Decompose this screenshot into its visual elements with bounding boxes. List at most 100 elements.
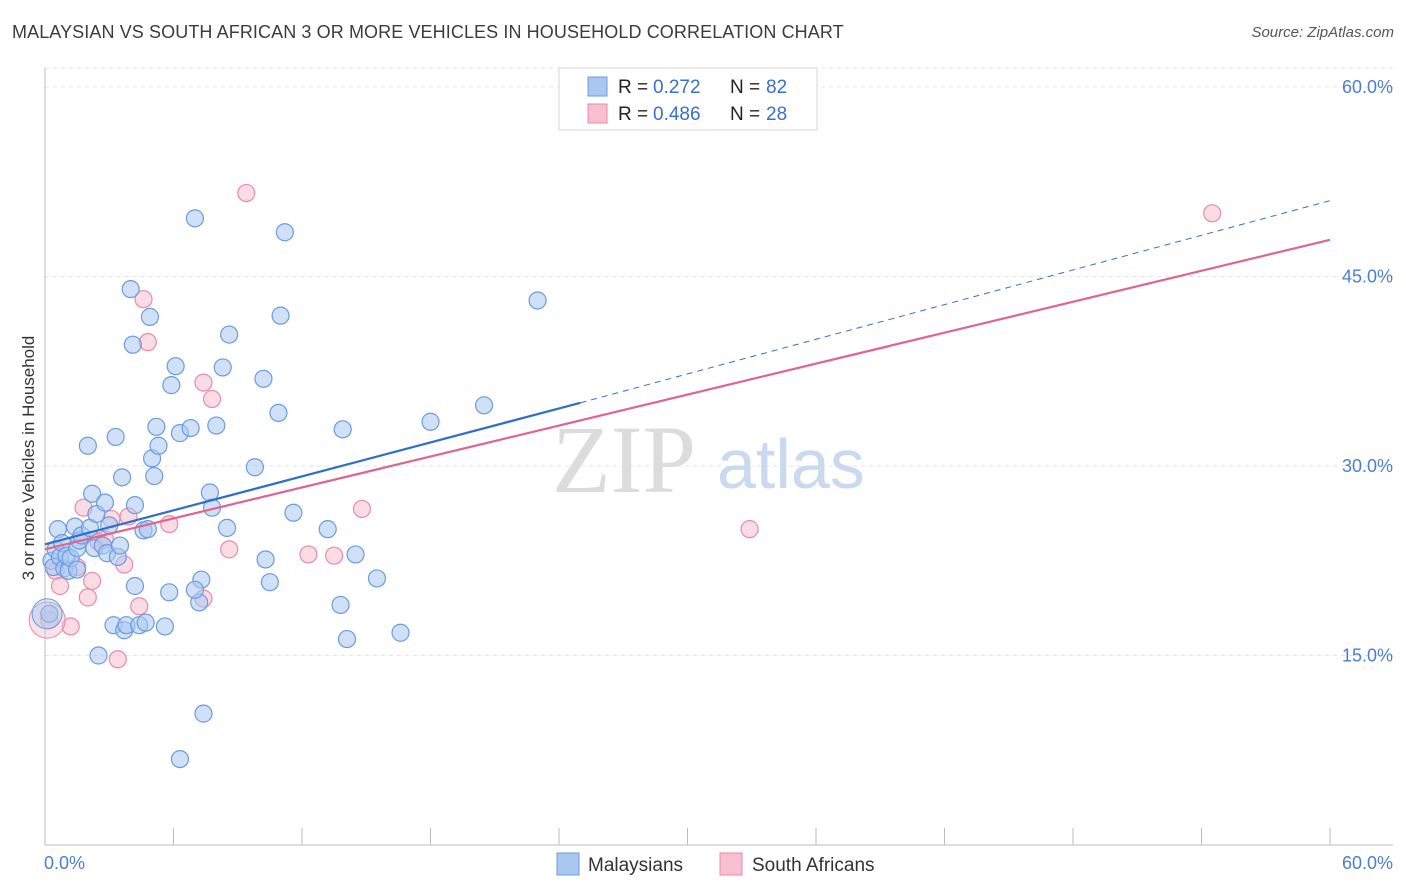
malaysian-point	[106, 427, 125, 447]
malaysian-point	[110, 536, 130, 555]
malaysian-point	[170, 749, 190, 769]
malaysian-point	[68, 560, 87, 579]
bottom-legend-label-malaysian: Malaysians	[588, 855, 683, 876]
south-african-point	[83, 571, 102, 591]
top-legend: R = 0.272 N = 82 R = 0.486 N = 28	[558, 67, 818, 131]
bottom-legend-swatch-southafrican	[719, 852, 743, 876]
malaysian-point	[155, 617, 175, 636]
malaysian-point	[318, 520, 337, 539]
malaysian-point	[95, 493, 115, 512]
x-tick-label-max: 60.0%	[1342, 853, 1393, 873]
x-ticks	[44, 828, 1331, 845]
bottom-legend: Malaysians South Africans	[556, 852, 875, 876]
malaysian-point	[256, 550, 275, 569]
south-african-trend-line	[44, 238, 1331, 551]
y-tick-label: 15.0%	[1342, 645, 1393, 665]
south-african-point	[740, 520, 759, 539]
legend-r-label-southafrican: R =	[618, 104, 648, 125]
malaysian-point	[337, 629, 357, 649]
malaysian-point	[125, 496, 145, 515]
malaysian-point	[528, 291, 547, 310]
y-axis-label: 3 or more Vehicles in Household	[19, 336, 38, 581]
watermark-zip: ZIP	[552, 406, 696, 513]
watermark-atlas: atlas	[717, 425, 865, 503]
south-african-point	[134, 290, 153, 309]
legend-r-label-malaysian: R =	[618, 77, 648, 98]
legend-swatch-southafrican	[587, 103, 608, 124]
y-tick-labels: 15.0% 30.0% 45.0% 60.0%	[1342, 77, 1393, 666]
malaysian-point	[40, 604, 59, 623]
y-tick-label: 30.0%	[1342, 456, 1393, 476]
axes	[44, 68, 1393, 846]
malaysian-point	[391, 623, 410, 642]
malaysian-trend-line	[44, 401, 581, 546]
south-african-point	[108, 650, 127, 669]
bottom-legend-swatch-malaysian	[556, 852, 580, 876]
malaysian-point	[474, 396, 494, 415]
y-tick-label: 60.0%	[1342, 77, 1393, 97]
malaysian-point	[213, 358, 232, 377]
south-african-point	[220, 540, 239, 559]
malaysian-point	[254, 369, 273, 388]
source-label: Source: ZipAtlas.com	[1251, 24, 1394, 41]
south-african-point	[1203, 204, 1222, 223]
malaysian-point	[78, 436, 97, 455]
malaysian-point	[123, 335, 142, 354]
legend-n-value-malaysian: 82	[766, 77, 787, 98]
trend-lines	[44, 200, 1331, 551]
malaysian-point	[136, 613, 155, 632]
south-african-point	[299, 545, 318, 564]
malaysian-trend-extension	[580, 200, 1331, 404]
south-african-point	[325, 546, 344, 565]
malaysian-point	[346, 545, 365, 564]
malaysian-point	[181, 418, 200, 438]
malaysian-point	[275, 223, 294, 242]
malaysian-point	[147, 417, 166, 436]
y-tick-label: 45.0%	[1342, 266, 1393, 286]
south-african-point	[202, 389, 222, 409]
malaysian-point	[333, 420, 352, 439]
legend-r-value-southafrican: 0.486	[653, 104, 701, 125]
x-tick-label-min: 0.0%	[44, 853, 85, 873]
watermark: ZIP atlas	[552, 406, 865, 513]
malaysian-point	[83, 484, 102, 503]
south-african-point	[130, 597, 149, 616]
malaysian-point	[194, 704, 213, 723]
malaysian-point	[185, 580, 205, 599]
malaysian-point	[260, 573, 279, 592]
legend-n-value-southafrican: 28	[766, 104, 787, 125]
bottom-legend-label-southafrican: South Africans	[752, 855, 875, 876]
malaysian-point	[145, 466, 164, 486]
malaysian-point	[125, 576, 145, 596]
malaysian-point	[89, 646, 108, 665]
malaysian-point	[207, 416, 226, 435]
malaysian-point	[185, 209, 205, 228]
south-african-point	[78, 588, 97, 607]
legend-n-label-malaysian: N =	[730, 77, 760, 98]
chart-title: MALAYSIAN VS SOUTH AFRICAN 3 OR MORE VEH…	[12, 22, 844, 42]
south-african-point	[352, 499, 372, 519]
legend-swatch-malaysian	[587, 76, 608, 97]
malaysian-point	[245, 458, 264, 477]
south-african-point	[194, 373, 213, 392]
malaysian-point	[149, 436, 168, 455]
south-african-point	[50, 576, 70, 596]
malaysian-point	[220, 325, 239, 344]
malaysian-points	[31, 209, 547, 769]
south-african-point	[61, 617, 80, 636]
malaysian-point	[140, 307, 160, 326]
legend-n-label-southafrican: N =	[730, 104, 760, 125]
south-african-point	[138, 333, 157, 352]
malaysian-point	[269, 403, 288, 423]
malaysian-point	[367, 569, 387, 588]
malaysian-point	[331, 595, 350, 615]
malaysian-point	[421, 412, 440, 431]
malaysian-point	[284, 503, 303, 522]
grid-lines	[45, 67, 1393, 656]
malaysian-point	[121, 279, 140, 299]
malaysian-point	[112, 468, 132, 487]
malaysian-point	[166, 357, 185, 376]
malaysian-point	[217, 518, 237, 537]
malaysian-point-large	[31, 598, 63, 630]
